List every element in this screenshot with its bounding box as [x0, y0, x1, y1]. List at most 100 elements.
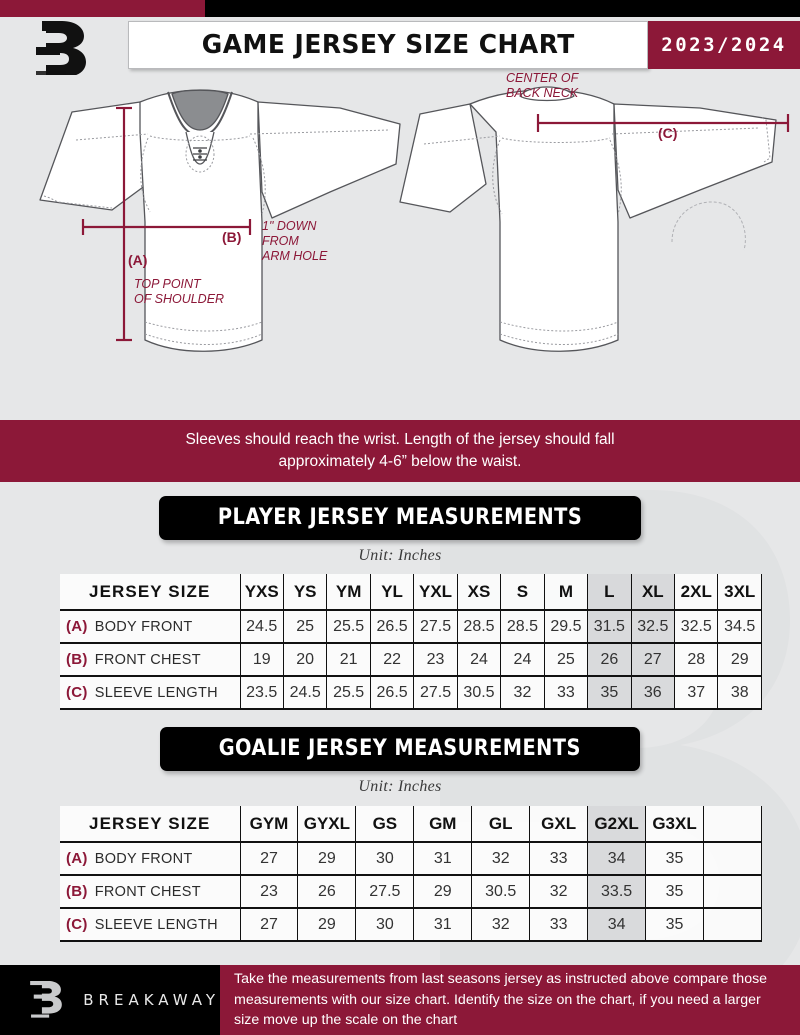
measurement-cell: 24.5: [239, 609, 284, 644]
measurement-cell: 26.5: [369, 609, 415, 644]
measurement-cell: 35: [645, 874, 704, 909]
measurement-cell: 28.5: [500, 609, 545, 644]
page-footer: BREAKAWAY Take the measurements from las…: [0, 965, 800, 1035]
size-column-header-ym: YM: [326, 574, 371, 611]
marker-b-label: (B): [222, 229, 241, 245]
goalie-measurements-table-wrap: JERSEY SIZE GYM GYXL GS GM GL GXL G2XL G3XL (A) BO…: [60, 806, 762, 942]
player-section-title: PLAYER JERSEY MEASUREMENTS: [217, 505, 583, 530]
measurement-cell: 29: [413, 874, 473, 909]
measurement-cell: 32: [529, 874, 589, 909]
table-row: (B) FRONT CHEST 19 20 21 22 23 24 24 25 26 27 28 29: [60, 642, 762, 677]
measurement-cell: 23: [239, 874, 299, 909]
measurement-cell: 25: [543, 642, 589, 677]
jersey-diagram: (A) (B) (C) TOP POINT OF SHOULDER 1" DOW…: [39, 72, 790, 352]
measurement-row-label: (C) SLEEVE LENGTH: [60, 675, 241, 710]
measurement-cell: 26: [587, 642, 632, 677]
measurement-marker: (C): [66, 684, 88, 701]
table-row: (B) FRONT CHEST 23 26 27.5 29 30.5 32 33.5 35: [60, 874, 762, 909]
marker-a-label: (A): [128, 252, 147, 268]
measurement-cell: 33: [543, 675, 589, 710]
measurement-cell: 23.5: [239, 675, 284, 710]
measurement-cell: 29: [297, 841, 357, 876]
table-header-row: JERSEY SIZE GYM GYXL GS GM GL GXL G2XL G3XL: [60, 806, 762, 843]
goalie-section-header: GOALIE JERSEY MEASUREMENTS Unit: Inches: [0, 727, 800, 796]
measurement-row-label: (A) BODY FRONT: [60, 841, 241, 876]
marker-b-note-line1: 1" DOWN: [262, 219, 317, 233]
back-neck-note-line2: BACK NECK: [506, 86, 579, 100]
top-accent-strip: [0, 0, 800, 17]
measurement-cell: 31: [413, 907, 473, 942]
size-column-header-g3xl: G3XL: [645, 806, 704, 843]
measurement-marker: (B): [66, 651, 88, 668]
measurement-marker: (A): [66, 618, 88, 635]
size-column-header-empty: [703, 806, 762, 843]
size-column-header-g2xl: G2XL: [587, 806, 647, 843]
measurement-cell: 33: [529, 907, 589, 942]
measurement-marker: (A): [66, 850, 88, 867]
season-badge: 2023/2024: [648, 21, 800, 69]
size-column-header-s: S: [500, 574, 545, 611]
measurement-cell: 31.5: [587, 609, 632, 644]
measurement-cell: 35: [645, 907, 704, 942]
measurement-cell: 30: [355, 841, 415, 876]
measurement-cell: 26: [297, 874, 357, 909]
measurement-cell: 24.5: [282, 675, 328, 710]
table-row: (A) BODY FRONT 24.5 25 25.5 26.5 27.5 28.5 28.5 2…: [60, 609, 762, 644]
measurement-cell: 27.5: [413, 609, 458, 644]
measurement-marker: (C): [66, 916, 88, 933]
measurement-cell: 38: [717, 675, 762, 710]
measurement-cell: 35: [645, 841, 704, 876]
size-column-header-gm: GM: [413, 806, 473, 843]
measurement-cell: 30: [355, 907, 415, 942]
measurement-cell: 25: [282, 609, 328, 644]
marker-a-note-line1: TOP POINT: [134, 277, 202, 291]
measurement-cell: [703, 874, 762, 909]
table-row: (A) BODY FRONT 27 29 30 31 32 33 34 35: [60, 841, 762, 876]
size-column-header-yl: YL: [369, 574, 415, 611]
measurement-cell: 28: [674, 642, 719, 677]
marker-b-note-line2: FROM: [262, 234, 299, 248]
measurement-cell: 26.5: [369, 675, 415, 710]
size-column-header-2xl: 2XL: [674, 574, 719, 611]
size-column-header-gxl: GXL: [529, 806, 589, 843]
measurement-cell: 36: [630, 675, 676, 710]
measurement-cell: 34.5: [717, 609, 762, 644]
marker-c-label: (C): [658, 125, 677, 141]
page-header: GAME JERSEY SIZE CHART 2023/2024: [0, 17, 800, 77]
measurement-cell: 32: [500, 675, 545, 710]
measurement-cell: 30.5: [471, 874, 531, 909]
measurement-row-label: (B) FRONT CHEST: [60, 642, 241, 677]
measurement-cell: 30.5: [456, 675, 502, 710]
size-column-header-xs: XS: [456, 574, 502, 611]
measurement-cell: 34: [587, 841, 647, 876]
brand-logo-icon: [18, 19, 118, 77]
front-jersey-illustration: [39, 89, 401, 352]
size-column-header-yxl: YXL: [413, 574, 458, 611]
marker-b-note-line3: ARM HOLE: [261, 249, 328, 263]
page-title-text: GAME JERSEY SIZE CHART: [201, 30, 575, 60]
size-column-header-l: L: [587, 574, 632, 611]
size-column-header-gyxl: GYXL: [297, 806, 357, 843]
back-jersey-illustration: [399, 86, 777, 352]
measurement-row-label: (B) FRONT CHEST: [60, 874, 241, 909]
measurement-cell: 33.5: [587, 874, 647, 909]
note-line-2: approximately 4-6” below the waist.: [278, 453, 522, 470]
measurement-cell: 32: [471, 841, 531, 876]
measurement-cell: [703, 841, 762, 876]
season-badge-text: 2023/2024: [661, 34, 787, 56]
table-row: (C) SLEEVE LENGTH 23.5 24.5 25.5 26.5 27.5 30.5…: [60, 675, 762, 710]
measurement-cell: 19: [239, 642, 284, 677]
goalie-measurements-table: JERSEY SIZE GYM GYXL GS GM GL GXL G2XL G3XL (A) BO…: [60, 806, 762, 942]
jersey-size-header-label: JERSEY SIZE: [60, 806, 241, 843]
top-strip-black: [205, 0, 800, 17]
size-column-header-xl: XL: [630, 574, 676, 611]
footer-instructions: Take the measurements from last seasons …: [220, 965, 800, 1035]
top-strip-maroon: [0, 0, 205, 17]
measurement-row-label: (A) BODY FRONT: [60, 609, 241, 644]
measurement-cell: 20: [282, 642, 328, 677]
marker-a-note-line2: OF SHOULDER: [134, 292, 224, 306]
size-column-header-m: M: [543, 574, 589, 611]
measurement-cell: 28.5: [456, 609, 502, 644]
measurement-cell: 29.5: [543, 609, 589, 644]
footer-b-monogram-icon: [30, 980, 62, 1018]
